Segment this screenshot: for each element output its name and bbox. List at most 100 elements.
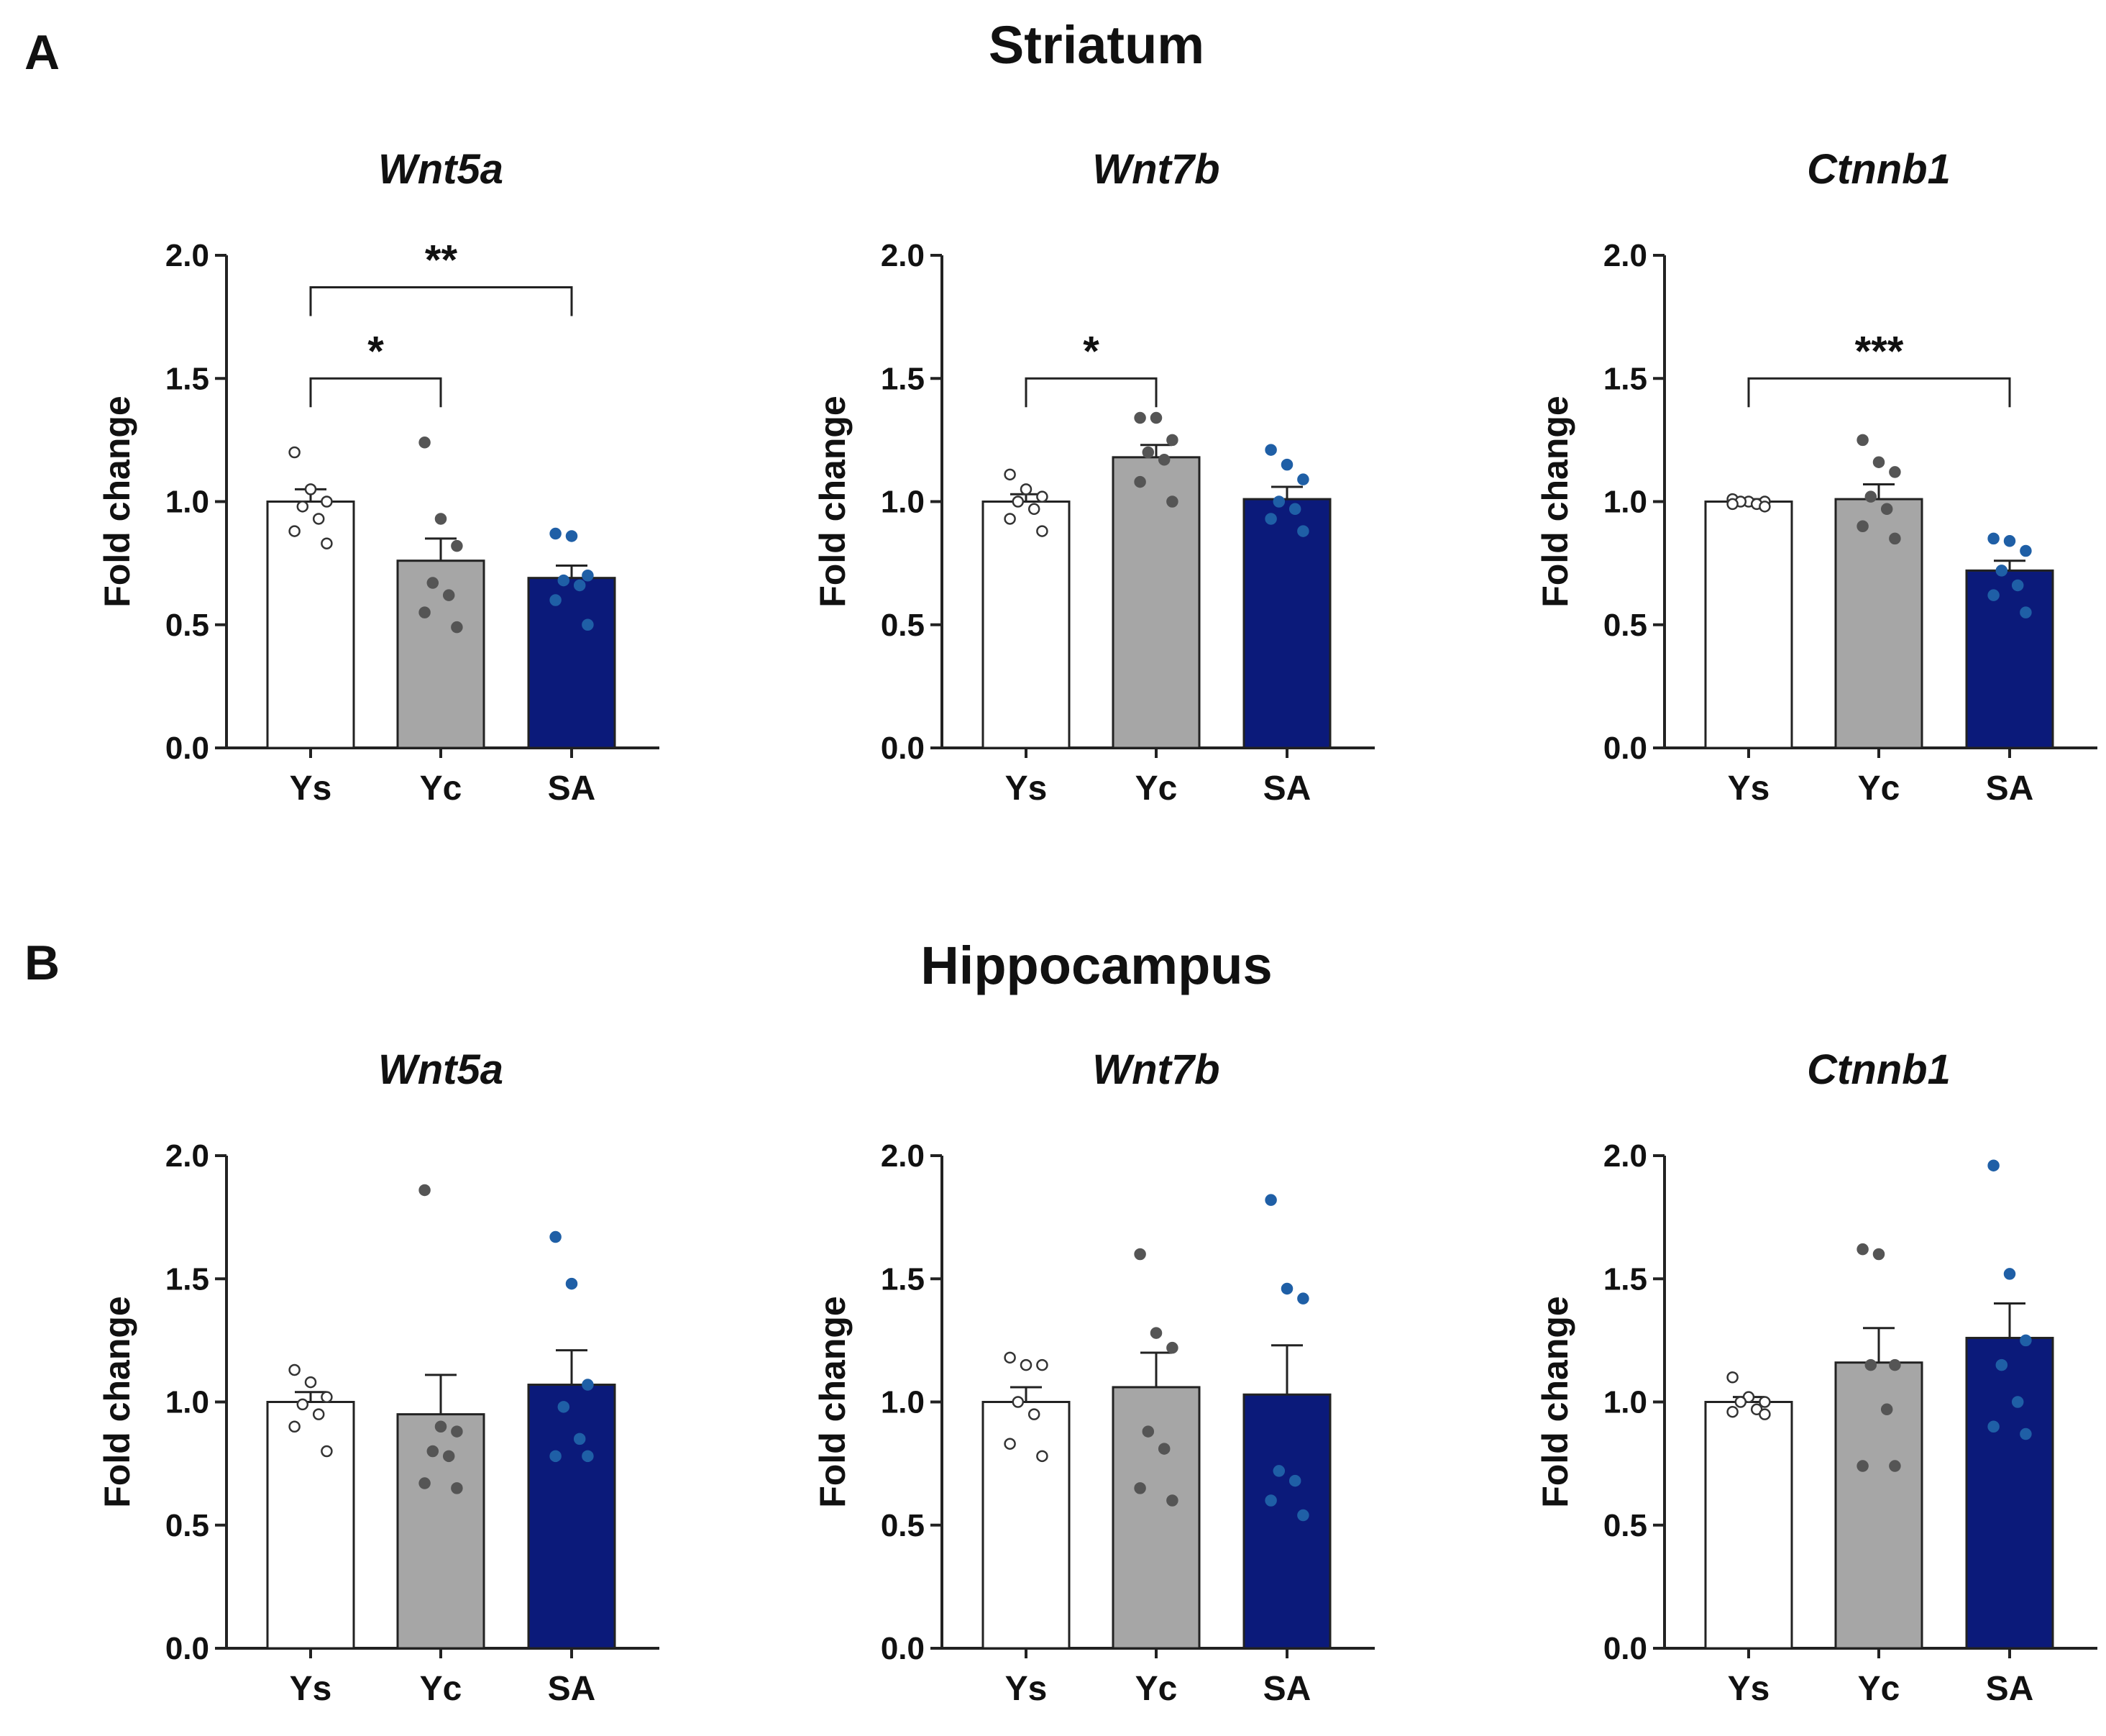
data-point-sa [1288,503,1301,516]
data-point-ys [304,1376,317,1389]
data-point-yc [1872,456,1885,468]
data-point-sa [1297,1509,1309,1522]
data-point-ys [321,537,333,549]
data-point-ys [288,1420,301,1433]
data-point-ys [288,446,301,459]
data-point-ys [1726,498,1739,511]
data-point-yc [1142,446,1155,459]
bar-ys [981,501,1071,749]
data-point-yc [451,1482,463,1494]
y-tick-label: 1.0 [881,1385,925,1420]
bar-sa [1242,1393,1332,1650]
chart-title: Wnt7b [1092,146,1219,193]
y-tick-label: 0.5 [1603,608,1647,643]
data-point-sa [2020,544,2032,557]
significance-bracket [309,377,442,408]
data-point-yc [434,513,447,525]
data-point-ys [1020,483,1033,495]
data-point-yc [1857,434,1869,447]
data-point-yc [1166,434,1178,447]
y-tick-label: 0.5 [165,1508,209,1543]
y-tick-label: 1.5 [1603,361,1647,396]
data-point-yc [1142,1425,1155,1438]
x-tick-label-yc: Yc [420,769,462,808]
data-point-ys [296,1398,309,1411]
chart-hippocampus-wnt5a: Wnt5a Fold change 0.0 0.5 1.0 1.5 2.0 Ys Yc SA [97,1046,659,1708]
data-point-yc [1864,490,1877,503]
data-point-yc [1150,411,1163,424]
data-point-yc [418,437,431,449]
data-point-sa [1273,495,1286,508]
bar-sa [527,577,616,749]
data-point-sa [565,1277,578,1290]
data-point-ys [296,501,309,513]
significance-label: *** [1855,328,1904,375]
data-point-yc [418,606,431,618]
chart-striatum-wnt7b: Wnt7b Fold change 0.0 0.5 1.0 1.5 2.0 Ys Yc SA * [812,146,1375,808]
chart-title: Ctnnb1 [1807,1046,1951,1093]
data-point-yc [1889,466,1901,478]
data-point-ys [1036,1450,1048,1463]
data-point-sa [549,1230,562,1243]
y-tick-label: 0.0 [881,1631,925,1666]
y-tick-label: 0.0 [165,1631,209,1666]
y-tick-label: 0.0 [881,731,925,766]
data-point-sa [2003,535,2016,547]
data-point-sa [582,570,594,582]
x-tick-label-sa: SA [1986,1670,2034,1708]
data-point-ys [1004,1438,1016,1450]
data-point-sa [573,579,586,592]
y-tick-label: 2.0 [165,1138,209,1174]
data-point-yc [1166,1341,1178,1354]
bar-ys [1704,501,1793,749]
data-point-ys [1036,490,1048,503]
significance-label: ** [425,237,458,284]
data-point-ys [1027,1408,1040,1420]
data-point-yc [451,621,463,634]
data-point-sa [565,530,578,542]
data-point-ys [1726,1405,1739,1418]
data-point-ys [1759,1408,1771,1420]
data-point-ys [1004,513,1016,525]
y-axis-label: Fold change [812,1296,853,1507]
bar-ys [981,1401,1071,1650]
x-tick-label-yc: Yc [1135,1670,1178,1708]
data-point-ys [1036,1358,1048,1371]
x-tick-label-sa: SA [548,1670,596,1708]
data-point-yc [1166,1494,1178,1507]
data-point-sa [1995,565,2008,577]
data-point-sa [2020,606,2032,618]
data-point-sa [549,594,562,606]
bar-sa [1242,498,1332,749]
data-point-ys [321,1445,333,1458]
data-point-sa [557,1401,570,1413]
chart-hippocampus-wnt7b: Wnt7b Fold change 0.0 0.5 1.0 1.5 2.0 Ys Yc SA [812,1046,1375,1708]
y-axis-label: Fold change [1535,396,1575,607]
y-tick-label: 2.0 [881,238,925,273]
y-tick-label: 1.5 [881,361,925,396]
significance-label: * [367,328,384,375]
data-point-sa [1265,1494,1277,1507]
data-point-yc [426,1445,439,1458]
bar-yc [1834,498,1923,749]
data-point-yc [1134,475,1146,488]
y-tick-label: 1.5 [165,361,209,396]
bar-yc [1112,456,1201,749]
data-point-sa [1987,532,2000,545]
x-tick-label-sa: SA [1986,769,2034,808]
data-point-sa [549,1450,562,1463]
data-point-yc [1158,454,1171,466]
data-point-yc [1134,411,1146,424]
x-tick-label-yc: Yc [1135,769,1178,808]
data-point-sa [582,1450,594,1463]
chart-title: Ctnnb1 [1807,146,1951,193]
bar-sa [1965,1336,2054,1650]
y-axis-label: Fold change [97,1296,137,1507]
data-point-yc [1872,1248,1885,1261]
data-point-sa [1297,473,1309,485]
data-point-yc [426,577,439,589]
bar-yc [396,559,485,749]
data-point-sa [1281,1282,1294,1295]
data-point-ys [1726,1371,1739,1384]
